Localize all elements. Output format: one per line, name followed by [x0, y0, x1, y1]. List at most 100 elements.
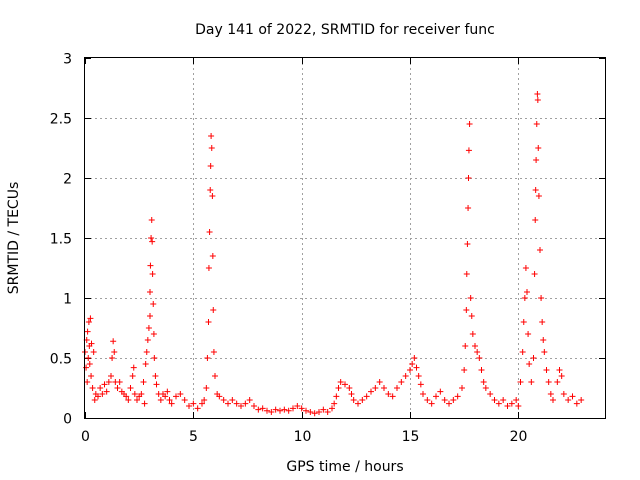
- data-point: [111, 349, 118, 355]
- data-point: [114, 385, 121, 391]
- data-point: [402, 373, 409, 379]
- data-point: [550, 397, 556, 403]
- data-point: [85, 319, 92, 325]
- x-tick-label: 5: [189, 429, 198, 445]
- data-point: [316, 409, 322, 415]
- data-point: [101, 381, 108, 388]
- data-point: [433, 393, 439, 400]
- data-point: [329, 405, 335, 412]
- data-point: [359, 397, 366, 403]
- data-point: [108, 373, 114, 379]
- y-tick-label: 0.5: [50, 352, 72, 368]
- data-point: [413, 364, 420, 371]
- data-point: [210, 349, 217, 355]
- data-point: [530, 355, 537, 361]
- chart-title: Day 141 of 2022, SRMTID for receiver fun…: [195, 22, 495, 38]
- data-point: [515, 403, 522, 409]
- data-point: [285, 407, 292, 414]
- data-point: [134, 397, 140, 403]
- data-point: [547, 391, 554, 397]
- data-point: [482, 385, 489, 391]
- data-point: [533, 157, 540, 163]
- y-tick-label: 0: [63, 412, 72, 428]
- data-point: [150, 301, 157, 307]
- data-point: [539, 319, 546, 325]
- data-point: [148, 217, 155, 223]
- data-point: [294, 403, 301, 409]
- data-point: [307, 409, 314, 415]
- data-point: [565, 397, 572, 403]
- data-point: [487, 391, 494, 397]
- data-point: [110, 338, 117, 345]
- data-point: [500, 397, 507, 403]
- data-point: [441, 397, 448, 403]
- data-point: [521, 295, 528, 301]
- data-point: [459, 385, 465, 391]
- data-point: [535, 193, 542, 199]
- data-point: [363, 393, 370, 400]
- data-point: [164, 388, 171, 395]
- x-tick-label: 0: [81, 429, 90, 445]
- data-point: [303, 407, 309, 414]
- x-tick-label: 20: [510, 429, 528, 445]
- data-point: [472, 343, 478, 349]
- data-point: [142, 361, 149, 367]
- data-point: [105, 379, 112, 385]
- data-marks: [82, 91, 585, 417]
- data-point: [335, 385, 342, 391]
- data-point: [535, 145, 542, 151]
- data-point: [450, 397, 457, 403]
- data-point: [531, 271, 538, 277]
- data-point: [233, 400, 240, 407]
- data-point: [157, 397, 164, 403]
- data-point: [538, 295, 545, 301]
- data-point: [528, 379, 535, 385]
- data-point: [350, 397, 357, 403]
- y-tick-label: 3: [63, 52, 72, 68]
- data-point: [246, 397, 253, 403]
- data-point: [91, 397, 98, 403]
- data-point: [381, 385, 387, 391]
- data-point: [522, 265, 529, 271]
- data-point: [225, 400, 231, 407]
- data-point: [415, 373, 422, 379]
- data-point: [355, 400, 361, 407]
- data-point: [556, 367, 563, 373]
- data-point: [205, 265, 212, 271]
- data-point: [147, 313, 153, 319]
- data-point: [143, 349, 150, 355]
- data-point: [141, 400, 148, 407]
- data-point: [466, 121, 473, 127]
- y-tick-label: 1.5: [50, 232, 72, 248]
- data-point: [268, 409, 275, 415]
- data-point: [138, 391, 145, 397]
- x-tick-label: 10: [294, 429, 312, 445]
- data-point: [153, 381, 160, 388]
- data-point: [578, 397, 585, 403]
- data-point: [520, 319, 527, 325]
- data-point: [131, 391, 138, 397]
- data-point: [534, 97, 541, 103]
- data-point: [173, 393, 179, 400]
- data-point: [420, 391, 426, 397]
- data-point: [533, 121, 540, 127]
- data-point: [116, 379, 123, 385]
- data-point: [532, 187, 539, 193]
- data-point: [532, 217, 539, 223]
- data-point: [541, 349, 548, 355]
- data-point: [290, 405, 296, 412]
- data-point: [437, 388, 444, 395]
- data-point: [478, 367, 485, 373]
- data-point: [97, 385, 104, 391]
- data-point: [331, 400, 338, 407]
- data-point: [210, 307, 217, 313]
- data-point: [540, 337, 547, 343]
- data-point: [476, 355, 483, 361]
- data-point: [462, 343, 469, 349]
- data-point: [152, 373, 159, 379]
- data-point: [504, 403, 511, 409]
- data-point: [199, 400, 205, 407]
- data-point: [220, 397, 227, 403]
- data-point: [148, 235, 155, 241]
- data-point: [468, 313, 475, 319]
